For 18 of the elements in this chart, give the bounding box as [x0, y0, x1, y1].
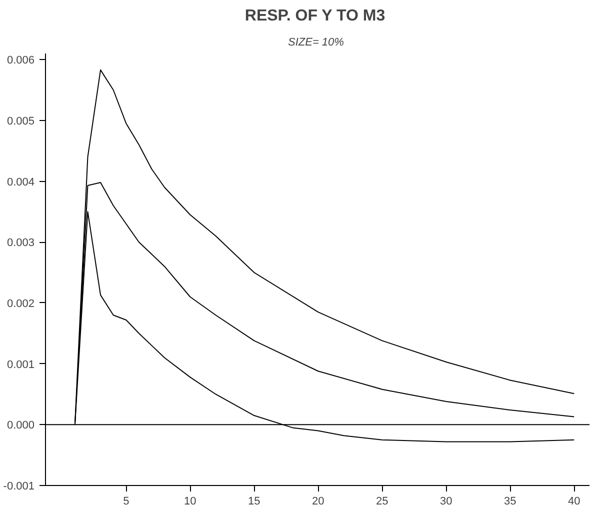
chart-title: RESP. OF Y TO M3 — [244, 8, 386, 24]
x-tick-label: 5 — [123, 496, 130, 507]
x-tick-label: 15 — [248, 496, 260, 507]
x-tick-label: 30 — [440, 496, 452, 507]
y-tick-label: 0.000 — [6, 420, 35, 432]
x-tick-label: 20 — [312, 496, 324, 507]
y-tick-label: 0.001 — [6, 358, 35, 371]
y-tick-label: -0.001 — [3, 480, 35, 492]
y-tick-label: 0.004 — [6, 176, 35, 188]
x-tick-label: 35 — [504, 496, 516, 507]
chart-subtitle: SIZE= 10% — [288, 36, 344, 48]
y-tick-label: 0.006 — [6, 54, 35, 67]
y-tick-label: 0.003 — [6, 237, 35, 250]
x-tick-label: 10 — [184, 496, 196, 507]
x-tick-label: 25 — [376, 496, 388, 507]
y-tick-label: 0.005 — [6, 115, 35, 128]
x-tick-label: 40 — [568, 496, 580, 507]
y-tick-label: 0.002 — [6, 298, 35, 310]
